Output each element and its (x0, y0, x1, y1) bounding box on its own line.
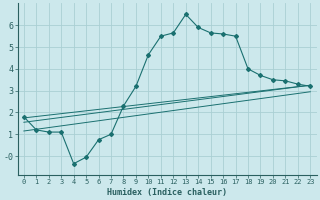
X-axis label: Humidex (Indice chaleur): Humidex (Indice chaleur) (107, 188, 227, 197)
